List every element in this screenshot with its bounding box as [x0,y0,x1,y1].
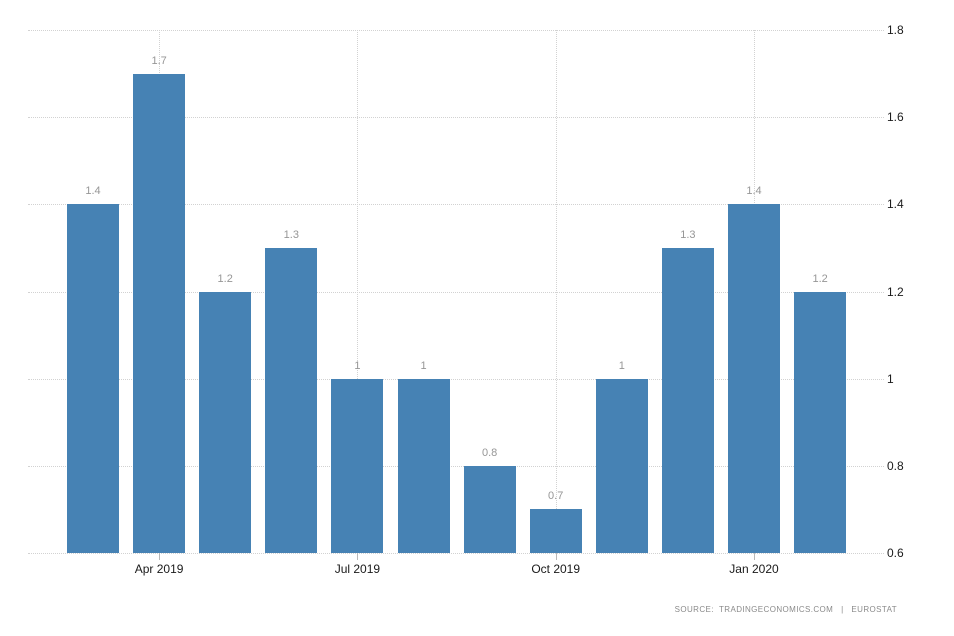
bar-value-label: 1 [354,359,361,372]
bar [529,509,582,553]
bar-value-label: 0.8 [481,446,498,459]
gridline-horizontal [28,378,884,380]
x-axis-tick-label: Jul 2019 [334,562,381,576]
bar-value-label: 1 [618,359,625,372]
x-axis-tick-label: Jan 2020 [729,562,779,576]
bar-value-label: 0.7 [548,490,564,503]
gridline-horizontal [28,465,884,467]
bar [463,465,516,553]
bar [794,291,847,553]
y-axis-tick-label: 1.2 [887,284,904,299]
gridline-horizontal [28,553,884,554]
x-axis-tick-mark [555,553,557,560]
source-attribution: SOURCE: TRADINGECONOMICS.COM | EUROSTAT [674,605,897,614]
gridline-horizontal [28,117,884,119]
bar [397,378,450,553]
bar-value-label: 1.3 [680,228,696,241]
bar-value-label: 1.4 [746,185,762,198]
x-axis-tick-mark [754,553,755,560]
y-axis-tick-label: 1.6 [887,110,904,125]
bar-value-label: 1.2 [812,272,828,285]
bar [728,204,780,553]
bar-value-label: 1.2 [217,272,233,285]
gridline-vertical [357,30,359,553]
y-axis-tick-label: 0.6 [887,546,904,560]
bar [265,247,318,553]
gridline-horizontal [28,291,884,293]
bar [595,378,648,553]
gridline-horizontal [28,204,884,206]
bar [67,204,119,553]
bar-value-label: 1.7 [151,54,167,67]
bar-value-label: 1.4 [85,185,101,198]
gridline-horizontal [28,30,884,31]
y-axis-tick-label: 1 [887,371,894,386]
x-axis-tick-label: Apr 2019 [134,562,184,576]
bar-value-label: 1.3 [283,228,299,241]
bar-value-label: 1 [420,359,427,372]
y-axis-tick-label: 0.8 [887,458,904,473]
x-axis-tick-mark [357,553,359,560]
bar [661,247,714,553]
bar [331,378,384,553]
x-axis-tick-mark [159,553,161,560]
bar [133,73,186,553]
x-axis-tick-label: Oct 2019 [531,562,581,576]
gridline-vertical [555,30,557,553]
y-axis-tick-label: 1.8 [887,23,904,37]
y-axis-tick-label: 1.4 [887,197,904,212]
bar [199,291,252,553]
